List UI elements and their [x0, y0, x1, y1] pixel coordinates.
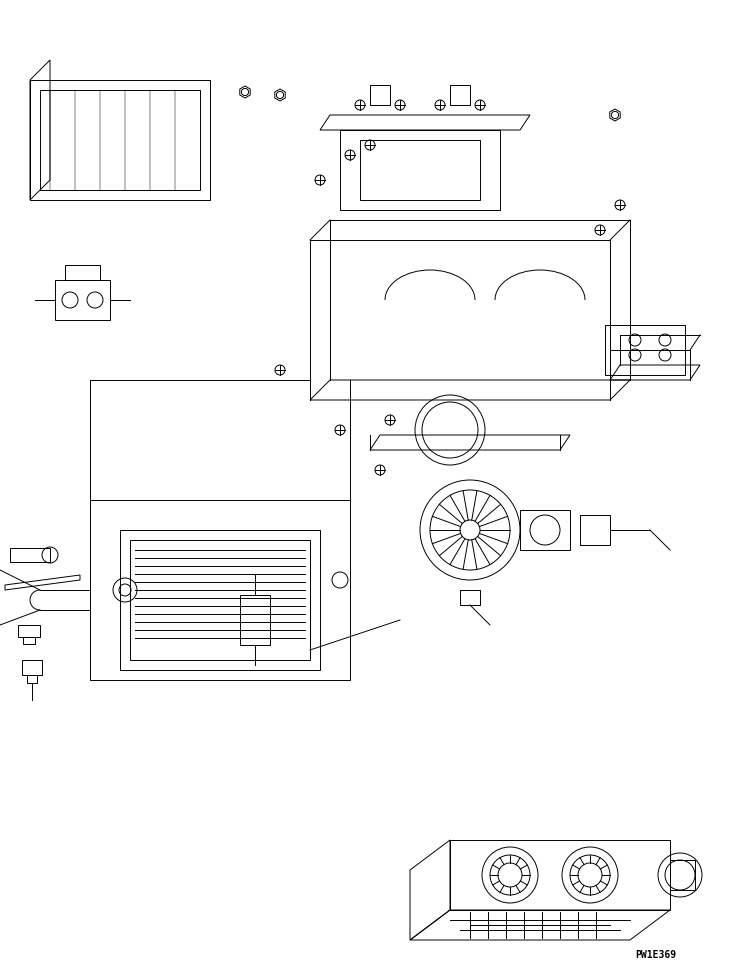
Bar [240, 595, 270, 645]
Bar [340, 130, 500, 210]
Bar [130, 540, 310, 660]
Bar [120, 530, 320, 670]
Bar [450, 85, 470, 105]
Bar [460, 590, 480, 605]
Bar [370, 85, 390, 105]
Bar [360, 140, 480, 200]
Bar [18, 625, 40, 637]
Bar [22, 660, 42, 675]
Bar [30, 80, 210, 200]
Bar [10, 548, 50, 562]
Bar [580, 515, 610, 545]
Bar [65, 265, 100, 280]
Bar [27, 675, 37, 683]
Bar [520, 510, 570, 550]
Bar [670, 860, 695, 890]
Bar [55, 280, 110, 320]
Bar [40, 90, 200, 190]
Bar [23, 637, 35, 644]
Text: PW1E369: PW1E369 [635, 951, 676, 960]
Bar [90, 500, 350, 680]
